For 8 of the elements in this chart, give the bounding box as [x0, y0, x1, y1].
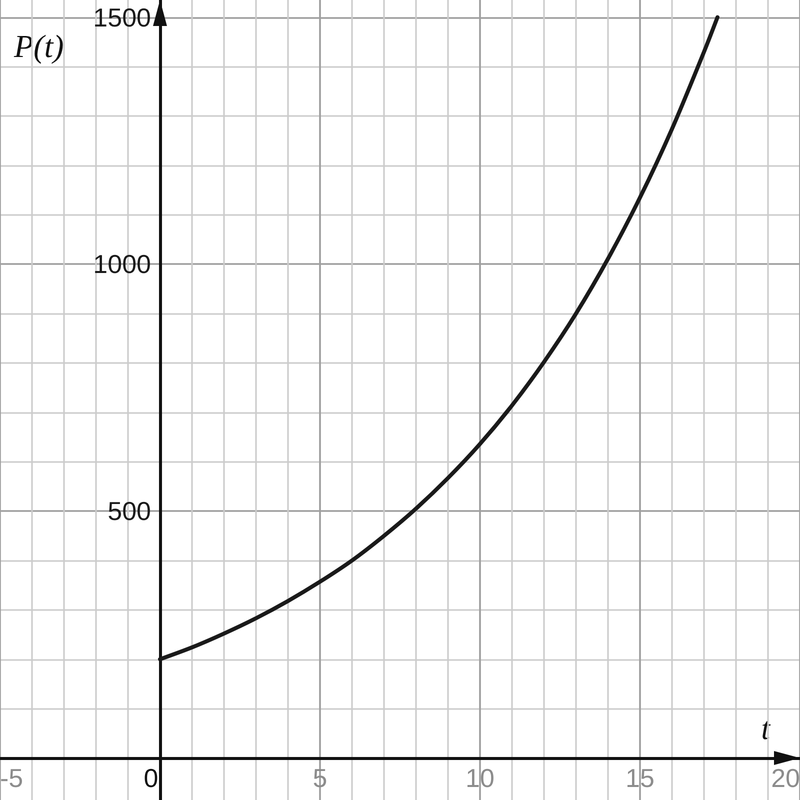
- y-tick-label: 500: [108, 496, 151, 526]
- y-tick-label: 1000: [93, 249, 151, 280]
- y-axis-title: P(t): [13, 28, 64, 64]
- x-tick-label: 0: [144, 763, 158, 794]
- x-tick-label: 20: [771, 763, 800, 794]
- x-axis-title: t: [761, 710, 772, 746]
- x-tick-label: -5: [0, 763, 24, 794]
- y-tick-label: 1500: [93, 2, 151, 32]
